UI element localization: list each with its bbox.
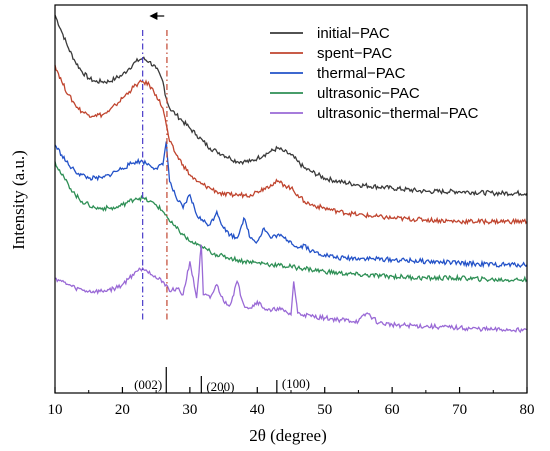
legend-label: thermal−PAC bbox=[317, 65, 406, 82]
legend-label: ultrasonic−thermal−PAC bbox=[317, 105, 479, 122]
series-line bbox=[54, 141, 528, 269]
x-tick-label: 10 bbox=[48, 402, 63, 418]
x-tick-label: 80 bbox=[520, 402, 535, 418]
x-tick-label: 20 bbox=[115, 402, 130, 418]
x-tick-label: 50 bbox=[317, 402, 332, 418]
legend-label: initial−PAC bbox=[317, 25, 390, 42]
series-line bbox=[54, 14, 528, 197]
peak-label: (002) bbox=[134, 377, 162, 392]
series-line bbox=[54, 64, 528, 226]
shift-arrow-head bbox=[149, 12, 158, 20]
legend-label: spent−PAC bbox=[317, 45, 392, 62]
series-line bbox=[54, 244, 528, 334]
x-tick-label: 40 bbox=[250, 402, 265, 418]
legend-label: ultrasonic−PAC bbox=[317, 85, 420, 102]
x-tick-label: 70 bbox=[452, 402, 467, 418]
plot-content: (002) (200) (100) bbox=[54, 12, 528, 394]
plot-frame bbox=[54, 4, 528, 394]
series-line bbox=[54, 161, 528, 283]
peak-label: (100) bbox=[282, 376, 310, 391]
axes: 10 20 30 40 50 60 70 80 bbox=[48, 4, 535, 418]
x-axis-title: 2θ (degree) bbox=[249, 426, 327, 445]
peak-label: (200) bbox=[206, 379, 234, 394]
legend: initial−PAC spent−PAC thermal−PAC ultrasoni… bbox=[270, 25, 479, 122]
y-axis-title: Intensity (a.u.) bbox=[9, 150, 28, 250]
x-tick-label: 30 bbox=[182, 402, 197, 418]
x-tick-label: 60 bbox=[385, 402, 400, 418]
